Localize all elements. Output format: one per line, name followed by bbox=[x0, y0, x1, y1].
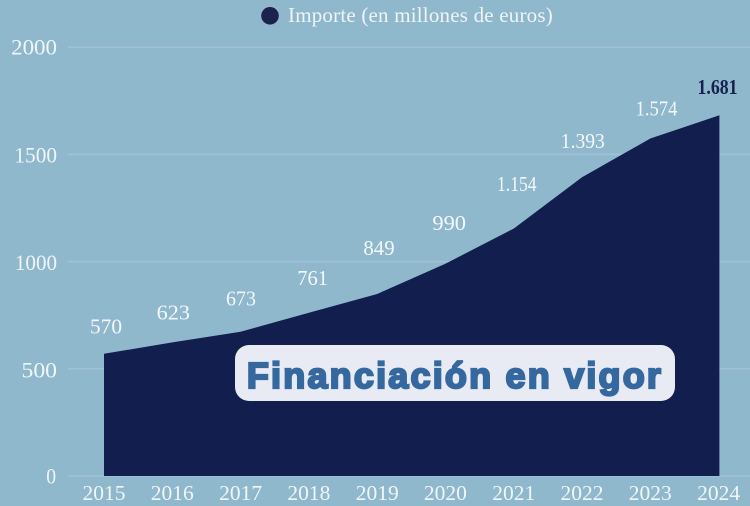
svg-text:1.393: 1.393 bbox=[561, 129, 605, 153]
svg-text:2015: 2015 bbox=[83, 481, 126, 505]
svg-text:500: 500 bbox=[22, 358, 58, 383]
svg-text:Importe (en millones de euros): Importe (en millones de euros) bbox=[288, 3, 553, 27]
svg-text:623: 623 bbox=[157, 300, 190, 324]
svg-text:1.681: 1.681 bbox=[698, 75, 738, 99]
svg-text:2019: 2019 bbox=[356, 481, 399, 505]
svg-text:2023: 2023 bbox=[629, 481, 672, 505]
svg-text:1.574: 1.574 bbox=[636, 96, 678, 120]
svg-text:2021: 2021 bbox=[492, 481, 535, 505]
svg-text:849: 849 bbox=[363, 236, 394, 260]
svg-text:1000: 1000 bbox=[15, 250, 57, 275]
svg-text:570: 570 bbox=[90, 314, 122, 338]
svg-text:2000: 2000 bbox=[11, 34, 57, 59]
svg-text:2022: 2022 bbox=[561, 481, 604, 505]
svg-text:1500: 1500 bbox=[14, 143, 57, 168]
svg-text:2018: 2018 bbox=[287, 481, 330, 505]
svg-text:2024: 2024 bbox=[697, 481, 740, 505]
svg-text:2017: 2017 bbox=[219, 481, 262, 505]
svg-text:2016: 2016 bbox=[151, 481, 194, 505]
svg-text:990: 990 bbox=[432, 211, 466, 235]
svg-text:2020: 2020 bbox=[424, 481, 467, 505]
svg-text:673: 673 bbox=[226, 287, 256, 311]
svg-text:0: 0 bbox=[46, 463, 56, 488]
svg-text:761: 761 bbox=[297, 266, 328, 290]
svg-text:1.154: 1.154 bbox=[497, 172, 537, 196]
